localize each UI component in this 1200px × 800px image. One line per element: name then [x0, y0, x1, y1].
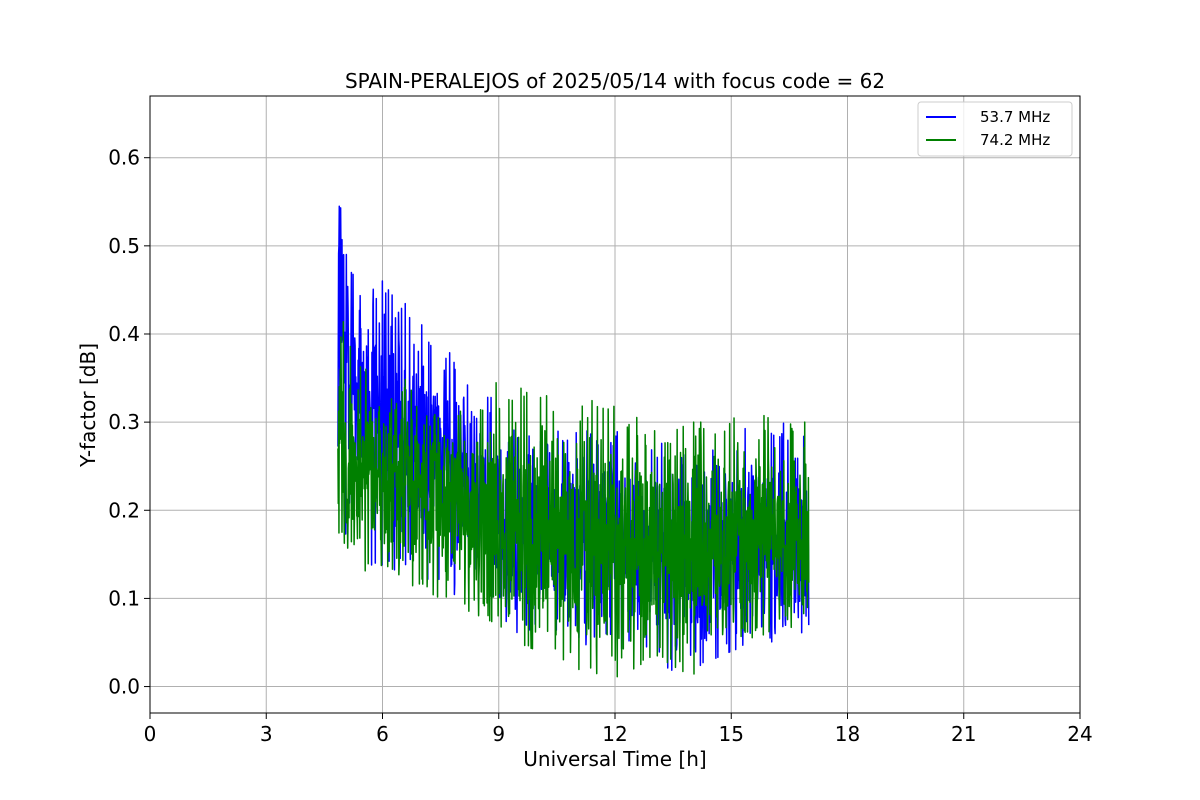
y-axis: 0.0 0.1 0.2 0.3 0.4 0.5 0.6 [108, 146, 150, 699]
x-axis: 0 3 6 9 12 15 18 21 24 [144, 713, 1093, 746]
y-tick-label: 0.2 [108, 498, 140, 522]
legend-label-74-2: 74.2 MHz [980, 131, 1050, 149]
y-tick-label: 0.1 [108, 586, 140, 610]
x-tick-label: 9 [492, 722, 505, 746]
x-tick-label: 12 [602, 722, 627, 746]
legend: 53.7 MHz 74.2 MHz [917, 101, 1073, 157]
plot-data [337, 205, 810, 678]
y-tick-label: 0.5 [108, 234, 140, 258]
x-tick-label: 21 [951, 722, 976, 746]
series-layer [337, 205, 810, 678]
x-tick-label: 18 [835, 722, 860, 746]
y-tick-label: 0.0 [108, 675, 140, 699]
y-tick-label: 0.6 [108, 146, 140, 170]
series-line [337, 320, 810, 678]
x-tick-label: 6 [376, 722, 389, 746]
x-tick-label: 15 [719, 722, 744, 746]
x-axis-label: Universal Time [h] [523, 747, 706, 771]
chart-title: SPAIN-PERALEJOS of 2025/05/14 with focus… [345, 69, 885, 93]
y-tick-label: 0.3 [108, 410, 140, 434]
legend-frame [917, 101, 1073, 157]
legend-label-53-7: 53.7 MHz [980, 108, 1050, 126]
y-axis-label: Y-factor [dB] [76, 343, 100, 468]
x-tick-label: 24 [1067, 722, 1092, 746]
x-tick-label: 3 [260, 722, 273, 746]
x-tick-label: 0 [144, 722, 157, 746]
y-tick-label: 0.4 [108, 322, 140, 346]
